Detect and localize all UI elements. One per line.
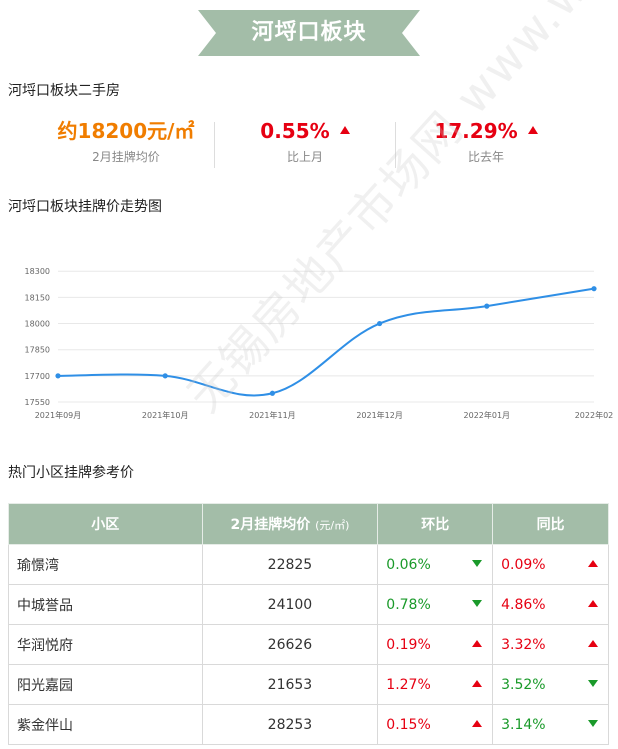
community-price: 26626	[201, 624, 379, 665]
chart-data-point	[484, 303, 490, 309]
down-arrow-icon	[472, 560, 483, 567]
community-name: 阳光嘉园	[8, 664, 203, 705]
stat-divider	[395, 122, 396, 168]
chart-data-point	[377, 320, 383, 327]
up-arrow-icon	[527, 125, 538, 134]
avg-price-value: 约18200元/㎡	[57, 119, 195, 143]
x-tick-label: 2021年10月	[142, 410, 189, 420]
mom-pct: 1.27%	[386, 676, 431, 693]
y-tick-label: 18300	[25, 267, 50, 276]
chart-data-point	[269, 390, 275, 396]
mom-value-wrap: 0.55%	[216, 118, 394, 144]
y-tick-label: 17850	[25, 346, 50, 355]
col-header-name: 小区	[8, 503, 203, 545]
community-price: 24100	[201, 584, 379, 625]
mom-label: 比上月	[286, 150, 323, 164]
community-yoy: 0.09%	[492, 544, 609, 585]
yoy-pct: 3.32%	[501, 636, 546, 653]
community-mom: 0.15%	[377, 704, 494, 745]
price-trend-line	[57, 287, 595, 397]
y-tick-label: 17700	[25, 372, 50, 381]
avg-price-label: 2月挂牌均价	[92, 150, 160, 164]
trend-section-title: 河埒口板块挂牌价走势图	[8, 199, 162, 215]
secondhand-section-title: 河埒口板块二手房	[8, 83, 120, 99]
x-tick-label: 2022年01月	[464, 410, 511, 420]
up-arrow-icon	[472, 640, 483, 647]
table-row: 紫金伴山 28253 0.15% 3.14%	[8, 704, 609, 745]
yoy-value: 17.29%	[434, 119, 518, 143]
stats-row: 约18200元/㎡ 2月挂牌均价 0.55% 比上月 17.29% 比去年	[0, 118, 618, 174]
section-banner: 河埒口板块	[198, 10, 420, 56]
up-arrow-icon	[472, 720, 483, 727]
community-yoy: 4.86%	[492, 584, 609, 625]
x-tick-label: 2022年02	[575, 410, 614, 420]
down-arrow-icon	[588, 680, 598, 687]
up-arrow-icon	[588, 600, 598, 607]
table-row: 瑜憬湾 22825 0.06% 0.09%	[8, 544, 609, 585]
chart-data-point	[162, 373, 168, 379]
y-tick-label: 17550	[25, 398, 50, 407]
x-tick-label: 2021年11月	[249, 410, 296, 420]
chart-data-point	[591, 286, 597, 292]
down-arrow-icon	[588, 720, 598, 727]
up-arrow-icon	[588, 640, 598, 647]
banner-title: 河埒口板块	[251, 20, 367, 45]
mom-pct: 0.15%	[386, 716, 431, 733]
col-header-price-label: 2月挂牌均价	[230, 517, 311, 533]
community-mom: 0.06%	[377, 544, 494, 585]
community-name: 华润悦府	[8, 624, 203, 665]
community-yoy: 3.52%	[492, 664, 609, 705]
x-tick-label: 2021年12月	[356, 410, 403, 420]
community-yoy: 3.32%	[492, 624, 609, 665]
up-arrow-icon	[339, 125, 350, 134]
community-name: 中城誉品	[8, 584, 203, 625]
community-mom: 1.27%	[377, 664, 494, 705]
community-price: 28253	[201, 704, 379, 745]
community-yoy: 3.14%	[492, 704, 609, 745]
col-header-price-unit: (元/㎡)	[315, 519, 350, 532]
avg-price-stat: 约18200元/㎡ 2月挂牌均价	[40, 118, 212, 165]
table-row: 华润悦府 26626 0.19% 3.32%	[8, 624, 609, 665]
community-name: 瑜憬湾	[8, 544, 203, 585]
col-header-yoy: 同比	[492, 503, 609, 545]
stat-divider	[214, 122, 215, 168]
table-header-row: 小区 2月挂牌均价 (元/㎡) 环比 同比	[8, 503, 609, 545]
yoy-label: 比去年	[467, 150, 504, 164]
community-price: 22825	[201, 544, 379, 585]
yoy-pct: 0.09%	[501, 556, 546, 573]
col-header-mom: 环比	[377, 503, 494, 545]
yoy-pct: 3.52%	[501, 676, 546, 693]
table-row: 中城誉品 24100 0.78% 4.86%	[8, 584, 609, 625]
yoy-pct: 4.86%	[501, 596, 546, 613]
chart-data-point	[55, 373, 61, 379]
community-mom: 0.78%	[377, 584, 494, 625]
mom-pct: 0.78%	[386, 596, 431, 613]
banner-ribbon-shape	[198, 10, 420, 56]
table-row: 阳光嘉园 21653 1.27% 3.52%	[8, 664, 609, 705]
y-tick-label: 18150	[25, 293, 50, 302]
mom-value: 0.55%	[260, 119, 330, 143]
hot-communities-title: 热门小区挂牌参考价	[8, 465, 134, 481]
y-tick-label: 18000	[25, 320, 50, 329]
col-header-price: 2月挂牌均价 (元/㎡)	[201, 503, 379, 545]
yoy-pct: 3.14%	[501, 716, 546, 733]
down-arrow-icon	[472, 600, 483, 607]
community-name: 紫金伴山	[8, 704, 203, 745]
community-mom: 0.19%	[377, 624, 494, 665]
community-price: 21653	[201, 664, 379, 705]
mom-stat: 0.55% 比上月	[216, 118, 394, 165]
yoy-stat: 17.29% 比去年	[397, 118, 575, 165]
community-price-table: 小区 2月挂牌均价 (元/㎡) 环比 同比 瑜憬湾 22825 0.06% 0.09%…	[8, 503, 609, 745]
up-arrow-icon	[588, 560, 598, 567]
x-tick-label: 2021年09月	[35, 410, 82, 420]
price-trend-chart: 17550 17700 17850 18000 18150 18300 2021年09月 2…	[25, 267, 614, 420]
yoy-value-wrap: 17.29%	[397, 118, 575, 144]
mom-pct: 0.06%	[386, 556, 431, 573]
mom-pct: 0.19%	[386, 636, 431, 653]
up-arrow-icon	[472, 680, 483, 687]
